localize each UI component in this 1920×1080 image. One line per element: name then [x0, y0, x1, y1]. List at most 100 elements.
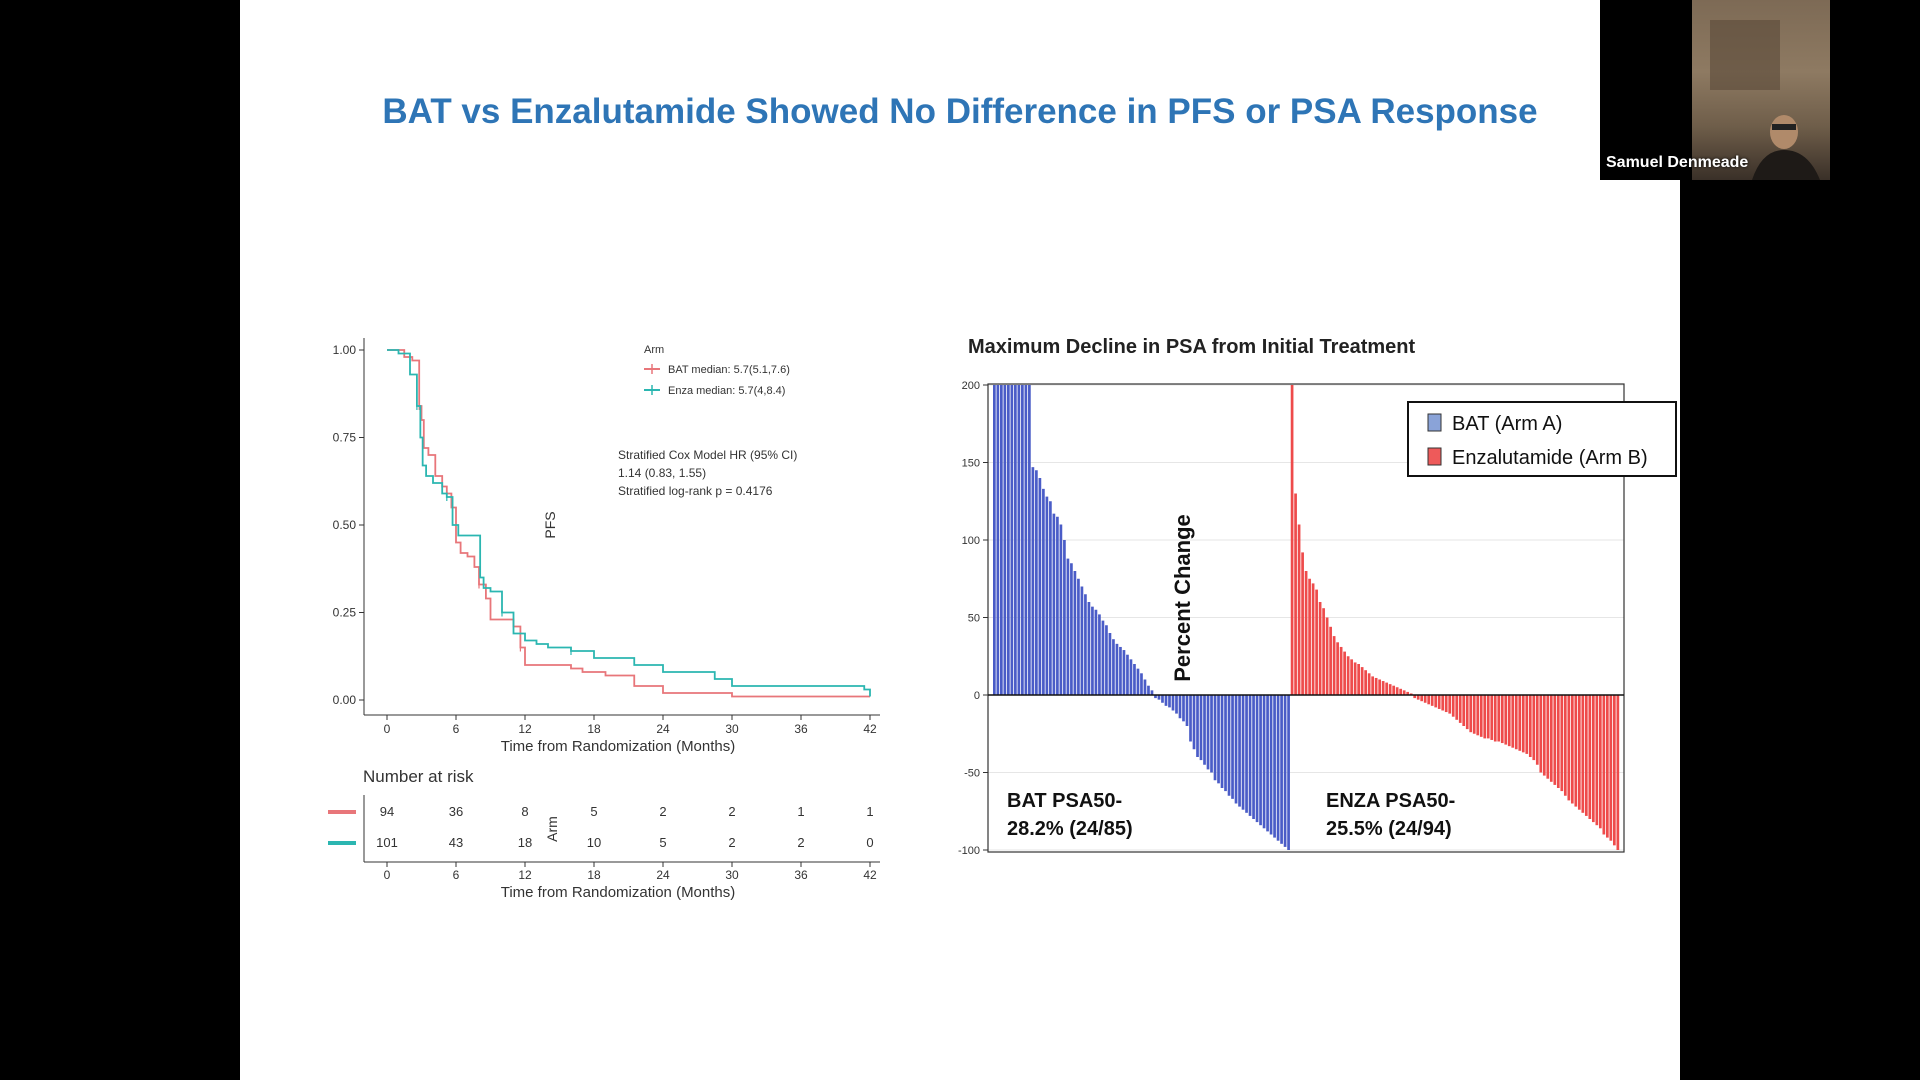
waterfall-bar-bat [1105, 625, 1108, 695]
km-x-tick-label: 24 [656, 722, 670, 736]
waterfall-bar-bat [1241, 695, 1245, 810]
km-x-tick-label: 36 [794, 722, 808, 736]
waterfall-bar-bat [1077, 578, 1080, 695]
waterfall-bar-bat [1220, 695, 1224, 788]
waterfall-bar-enza [1367, 673, 1371, 695]
waterfall-bar-enza [1549, 695, 1553, 782]
waterfall-bar-enza [1486, 695, 1490, 739]
waterfall-bar-enza [1402, 690, 1406, 695]
waterfall-bar-bat [1087, 602, 1091, 695]
waterfall-bar-bat [1217, 695, 1220, 784]
waterfall-bar-enza [1374, 677, 1378, 695]
waterfall-bar-enza [1469, 695, 1473, 733]
waterfall-bar-bat [1126, 654, 1129, 695]
waterfall-bar-enza [1574, 695, 1578, 807]
km-stats-line-2: 1.14 (0.83, 1.55) [618, 466, 706, 480]
waterfall-bar-enza [1448, 695, 1452, 714]
waterfall-bar-enza [1497, 695, 1501, 742]
waterfall-bar-enza [1612, 695, 1616, 846]
waterfall-bar-bat [1014, 385, 1017, 695]
waterfall-bar-enza [1451, 695, 1455, 717]
waterfall-bar-bat [1171, 695, 1175, 711]
waterfall-bar-bat [1227, 695, 1231, 796]
waterfall-bar-bat [1175, 695, 1178, 714]
participant-video-tile[interactable]: Samuel Denmeade [1600, 0, 1830, 180]
waterfall-bar-bat [1042, 488, 1045, 695]
waterfall-bar-bat [1154, 695, 1157, 699]
waterfall-bar-bat [1248, 695, 1252, 816]
waterfall-bar-enza [1479, 695, 1483, 737]
risk-x-tick-label: 42 [863, 868, 877, 882]
waterfall-y-tick-label: 200 [962, 380, 980, 392]
waterfall-bar-bat [1210, 695, 1213, 773]
waterfall-bar-bat [1003, 385, 1007, 695]
km-legend-title: Arm [644, 344, 664, 356]
waterfall-bar-bat [1070, 563, 1073, 695]
waterfall-y-tick-label: 0 [974, 690, 980, 702]
waterfall-bar-enza [1381, 681, 1385, 695]
waterfall-bar-enza [1567, 695, 1571, 801]
waterfall-bar-enza [1458, 695, 1462, 723]
waterfall-bar-bat [1084, 594, 1087, 695]
risk-cell: 2 [728, 835, 735, 850]
enza-psa50-annotation-line-2: 25.5% (24/94) [1326, 818, 1452, 840]
waterfall-y-tick-label: 100 [962, 535, 980, 547]
waterfall-bar-bat [1196, 695, 1199, 757]
waterfall-bar-bat [1098, 614, 1101, 695]
waterfall-bar-bat [1017, 385, 1021, 695]
waterfall-bar-enza [1584, 695, 1588, 816]
waterfall-bar-enza [1420, 695, 1424, 702]
waterfall-bar-bat [1094, 609, 1098, 695]
waterfall-bar-enza [1297, 524, 1301, 695]
waterfall-bar-bat [1122, 650, 1126, 695]
risk-cell: 2 [728, 804, 735, 819]
waterfall-bar-bat [1280, 695, 1283, 844]
waterfall-bar-enza [1427, 695, 1431, 705]
risk-cell: 10 [587, 835, 601, 850]
waterfall-bar-bat [1276, 695, 1280, 841]
waterfall-bar-enza [1329, 626, 1332, 695]
waterfall-bar-enza [1560, 695, 1564, 792]
waterfall-bar-enza [1350, 659, 1353, 695]
waterfall-bar-bat [1255, 695, 1259, 823]
waterfall-bar-bat [1129, 659, 1133, 695]
waterfall-bar-bat [1031, 467, 1035, 695]
waterfall-bar-bat [1066, 558, 1070, 695]
waterfall-bar-enza [1556, 695, 1560, 788]
waterfall-bar-bat [1140, 673, 1143, 695]
waterfall-bar-enza [1528, 695, 1532, 757]
waterfall-bar-enza [1490, 695, 1494, 740]
waterfall-bar-bat [1143, 679, 1147, 695]
waterfall-bar-bat [1157, 695, 1161, 700]
waterfall-bar-bat [1269, 695, 1273, 835]
slide-title: BAT vs Enzalutamide Showed No Difference… [382, 92, 1538, 131]
waterfall-y-ticks: 200 150 100 50 0 -50 -100 [958, 380, 988, 857]
km-curve-bat [387, 349, 870, 698]
waterfall-bar-enza [1525, 695, 1529, 754]
risk-cell: 1 [866, 804, 873, 819]
waterfall-bar-enza [1563, 695, 1567, 796]
waterfall-bar-bat [1052, 513, 1056, 695]
risk-cell: 101 [376, 835, 398, 850]
waterfall-legend-bat-swatch [1427, 413, 1442, 432]
km-x-ticks: 0 6 12 18 24 30 36 42 [384, 715, 877, 736]
km-legend-enza-label: Enza median: 5.7(4,8.4) [668, 385, 785, 397]
waterfall-bar-bat [1063, 540, 1066, 695]
waterfall-bar-enza [1462, 695, 1466, 726]
waterfall-bar-bat [1028, 385, 1031, 695]
waterfall-y-tick-label: -50 [964, 768, 980, 780]
risk-cell: 8 [521, 804, 528, 819]
waterfall-bar-enza [1395, 687, 1399, 695]
risk-cell: 18 [518, 835, 532, 850]
waterfall-bar-enza [1570, 695, 1574, 804]
waterfall-bar-bat [1150, 690, 1154, 695]
waterfall-bar-enza [1598, 695, 1602, 829]
waterfall-bar-enza [1507, 695, 1511, 747]
waterfall-bar-bat [1182, 695, 1185, 722]
waterfall-y-tick-label: 150 [962, 458, 980, 470]
waterfall-bar-enza [1441, 695, 1445, 711]
waterfall-bar-enza [1301, 552, 1304, 695]
risk-x-tick-label: 0 [384, 868, 391, 882]
waterfall-bar-enza [1542, 695, 1546, 776]
waterfall-bar-enza [1423, 695, 1427, 703]
